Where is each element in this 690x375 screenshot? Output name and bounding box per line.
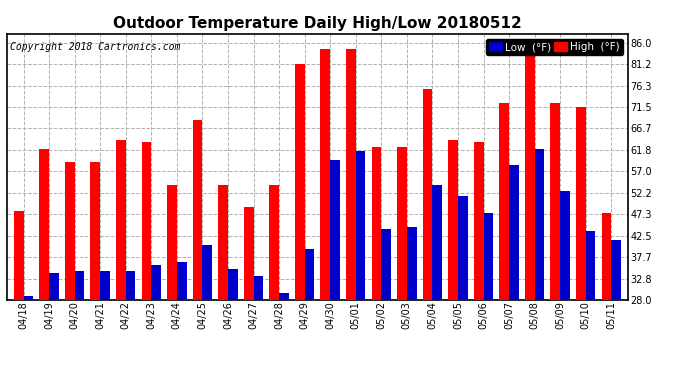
- Bar: [484, 213, 493, 375]
- Bar: [295, 64, 304, 375]
- Bar: [253, 276, 263, 375]
- Bar: [269, 184, 279, 375]
- Bar: [407, 227, 417, 375]
- Bar: [244, 207, 253, 375]
- Bar: [382, 229, 391, 375]
- Bar: [151, 264, 161, 375]
- Bar: [177, 262, 186, 375]
- Bar: [525, 43, 535, 375]
- Bar: [90, 162, 100, 375]
- Legend: Low  (°F), High  (°F): Low (°F), High (°F): [486, 39, 622, 55]
- Bar: [576, 107, 586, 375]
- Bar: [356, 152, 366, 375]
- Bar: [500, 102, 509, 375]
- Bar: [448, 140, 458, 375]
- Bar: [279, 293, 289, 375]
- Bar: [23, 296, 33, 375]
- Bar: [423, 89, 433, 375]
- Bar: [65, 162, 75, 375]
- Bar: [509, 165, 519, 375]
- Bar: [560, 191, 570, 375]
- Bar: [611, 240, 621, 375]
- Bar: [535, 149, 544, 375]
- Bar: [126, 271, 135, 375]
- Bar: [320, 49, 331, 375]
- Bar: [458, 196, 468, 375]
- Bar: [167, 184, 177, 375]
- Bar: [397, 147, 407, 375]
- Bar: [304, 249, 315, 375]
- Bar: [474, 142, 484, 375]
- Bar: [100, 271, 110, 375]
- Text: Copyright 2018 Cartronics.com: Copyright 2018 Cartronics.com: [10, 42, 180, 52]
- Bar: [49, 273, 59, 375]
- Bar: [372, 147, 382, 375]
- Bar: [39, 149, 49, 375]
- Bar: [331, 160, 340, 375]
- Bar: [141, 142, 151, 375]
- Bar: [551, 102, 560, 375]
- Bar: [346, 49, 356, 375]
- Bar: [433, 184, 442, 375]
- Bar: [193, 120, 202, 375]
- Bar: [218, 184, 228, 375]
- Bar: [14, 211, 23, 375]
- Bar: [586, 231, 595, 375]
- Bar: [602, 213, 611, 375]
- Title: Outdoor Temperature Daily High/Low 20180512: Outdoor Temperature Daily High/Low 20180…: [113, 16, 522, 31]
- Bar: [228, 269, 237, 375]
- Bar: [202, 244, 212, 375]
- Bar: [75, 271, 84, 375]
- Bar: [116, 140, 126, 375]
